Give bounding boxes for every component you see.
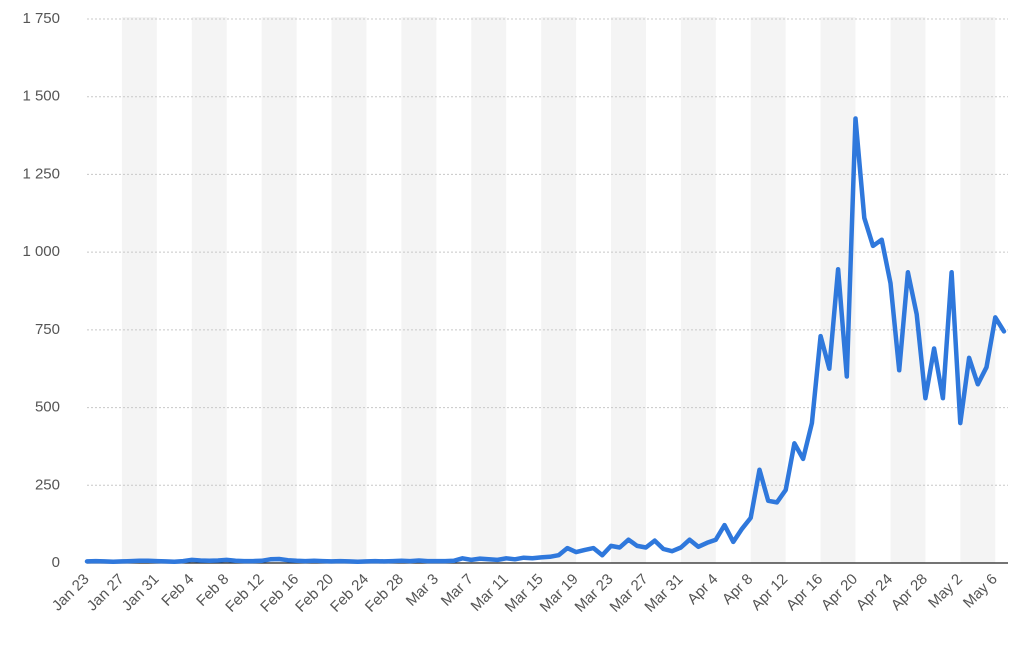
x-tick-label: Feb 28 xyxy=(362,571,407,616)
y-tick-label: 250 xyxy=(35,476,60,493)
x-tick-label: Mar 23 xyxy=(572,571,617,616)
x-tick-label: Apr 20 xyxy=(818,571,861,614)
background-band xyxy=(471,17,507,563)
x-tick-label: May 6 xyxy=(960,571,1001,612)
x-tick-label: Mar 19 xyxy=(537,571,582,616)
x-tick-label: Feb 4 xyxy=(158,571,197,610)
x-tick-label: Apr 24 xyxy=(853,571,896,614)
x-tick-label: Jan 27 xyxy=(84,571,128,615)
background-band xyxy=(191,17,227,563)
x-tick-label: Jan 31 xyxy=(119,571,163,615)
x-tick-label: Feb 12 xyxy=(222,571,267,616)
data-line xyxy=(84,116,1007,565)
y-tick-label: 1 750 xyxy=(22,10,60,27)
y-tick-label: 1 000 xyxy=(22,243,60,260)
y-tick-label: 500 xyxy=(35,399,60,416)
x-tick-label: Mar 27 xyxy=(607,571,652,616)
x-tick-label: Mar 3 xyxy=(403,571,442,610)
x-tick-label: Apr 16 xyxy=(783,571,826,614)
x-tick-label: Apr 12 xyxy=(748,571,791,614)
background-band xyxy=(611,17,646,563)
x-tick-label: Apr 28 xyxy=(888,571,931,614)
background-band xyxy=(960,17,996,563)
background-band xyxy=(401,17,437,563)
x-tick-label: May 2 xyxy=(925,571,966,612)
background-band xyxy=(261,17,297,563)
background-band xyxy=(680,17,716,563)
x-tick-label: Feb 24 xyxy=(327,571,372,616)
background-band xyxy=(541,17,577,563)
y-tick-label: 1 250 xyxy=(22,165,60,182)
y-tick-label: 0 xyxy=(52,554,60,571)
x-tick-label: Jan 23 xyxy=(49,571,93,615)
x-tick-label: Feb 16 xyxy=(257,571,302,616)
background-band xyxy=(331,17,367,563)
x-tick-label: Apr 4 xyxy=(684,571,721,608)
background-band xyxy=(750,17,786,563)
background-bands xyxy=(121,17,996,563)
x-tick-label: Mar 31 xyxy=(641,571,686,616)
y-tick-label: 1 500 xyxy=(22,88,60,105)
background-band xyxy=(121,17,157,563)
y-tick-label: 750 xyxy=(35,321,60,338)
x-tick-label: Mar 15 xyxy=(502,571,547,616)
x-tick-label: Feb 20 xyxy=(292,571,337,616)
